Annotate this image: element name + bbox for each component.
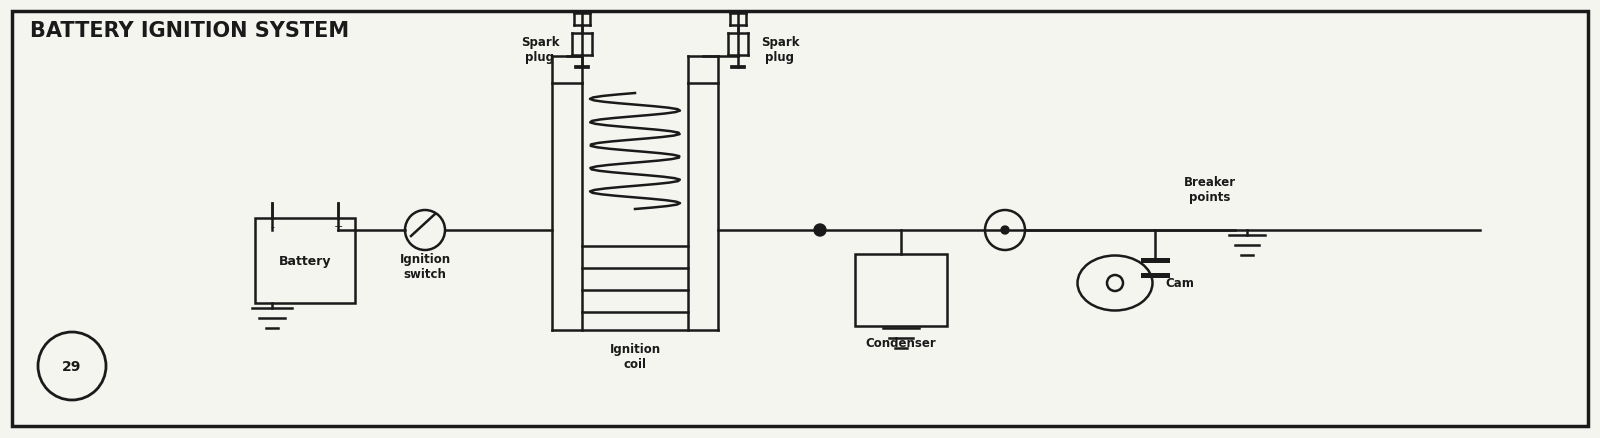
Text: Battery: Battery	[278, 254, 331, 267]
Text: Ignition
switch: Ignition switch	[400, 252, 451, 280]
Circle shape	[1002, 226, 1010, 234]
Text: Spark
plug: Spark plug	[520, 36, 560, 64]
Circle shape	[814, 225, 826, 237]
Text: Breaker
points: Breaker points	[1184, 176, 1237, 204]
Text: BATTERY IGNITION SYSTEM: BATTERY IGNITION SYSTEM	[30, 21, 349, 41]
Text: Spark
plug: Spark plug	[760, 36, 800, 64]
Text: 29: 29	[62, 359, 82, 373]
Text: Ignition
coil: Ignition coil	[610, 342, 661, 370]
Text: +: +	[333, 222, 342, 231]
Bar	[254, 219, 355, 303]
Text: Condenser: Condenser	[866, 336, 936, 349]
Bar	[854, 254, 947, 326]
Text: -: -	[270, 222, 274, 231]
Text: Cam: Cam	[1165, 277, 1194, 290]
